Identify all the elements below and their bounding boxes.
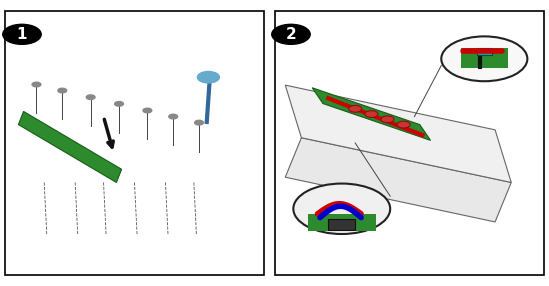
- FancyBboxPatch shape: [477, 47, 492, 55]
- Circle shape: [58, 88, 66, 93]
- Circle shape: [293, 184, 390, 234]
- FancyBboxPatch shape: [461, 47, 508, 68]
- Circle shape: [169, 114, 177, 119]
- Circle shape: [198, 72, 220, 83]
- Circle shape: [365, 111, 378, 118]
- Circle shape: [32, 82, 41, 87]
- Circle shape: [143, 108, 152, 113]
- Polygon shape: [285, 138, 511, 222]
- Polygon shape: [312, 88, 430, 140]
- Circle shape: [115, 102, 124, 106]
- FancyBboxPatch shape: [274, 11, 544, 275]
- Circle shape: [441, 36, 528, 81]
- Circle shape: [3, 24, 41, 44]
- FancyBboxPatch shape: [308, 214, 376, 231]
- FancyBboxPatch shape: [328, 219, 355, 230]
- Text: 1: 1: [16, 27, 27, 42]
- Polygon shape: [19, 112, 122, 182]
- FancyBboxPatch shape: [5, 11, 264, 275]
- Text: 2: 2: [285, 27, 296, 42]
- Circle shape: [86, 95, 95, 100]
- Circle shape: [272, 24, 310, 44]
- Circle shape: [349, 105, 362, 112]
- Polygon shape: [285, 85, 511, 182]
- Circle shape: [194, 120, 203, 125]
- Circle shape: [397, 121, 410, 128]
- Circle shape: [381, 116, 394, 123]
